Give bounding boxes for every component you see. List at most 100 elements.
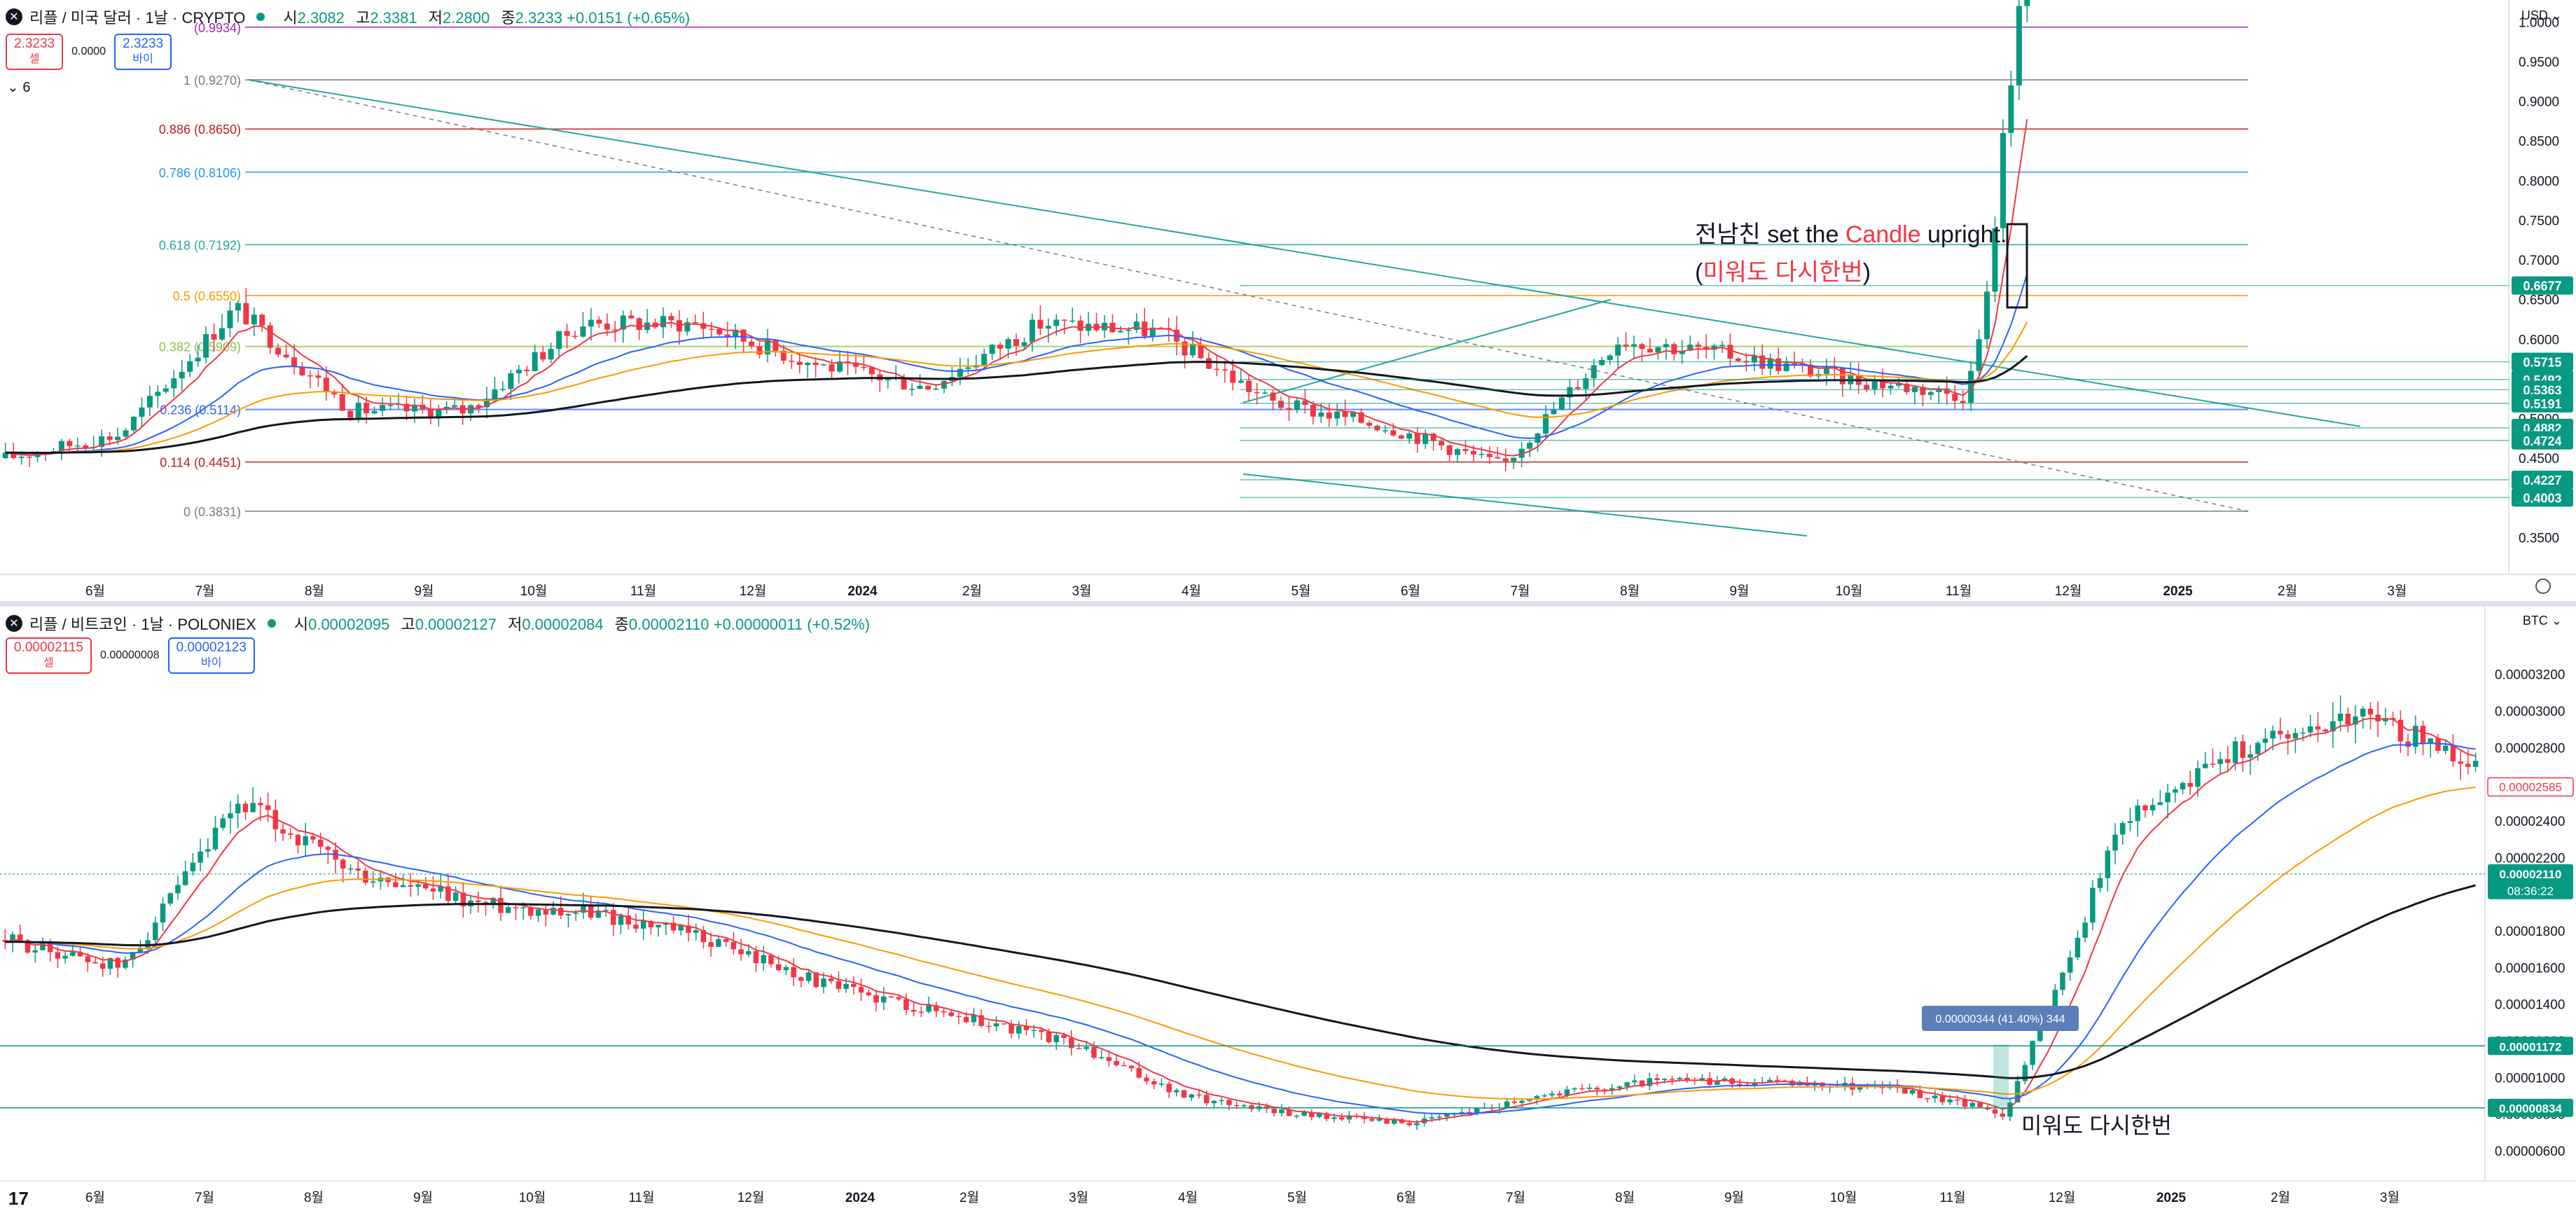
candle-body: [933, 388, 939, 390]
candle-body: [445, 886, 451, 901]
candle-body: [1624, 1082, 1630, 1087]
pane-divider[interactable]: [0, 601, 2576, 607]
candle-body: [2458, 761, 2463, 764]
bottom-symbol-title[interactable]: 리플 / 비트코인 · 1날 · POLONIEX: [29, 616, 256, 633]
candle-body: [595, 911, 602, 918]
candle-body: [1551, 409, 1557, 415]
candle-body: [2014, 1081, 2021, 1102]
spread-value: 0.0000: [71, 46, 106, 57]
top-symbol-title[interactable]: 리플 / 미국 달러 · 1날 · CRYPTO: [29, 9, 246, 27]
candle-body: [2082, 922, 2088, 938]
candle-body: [1369, 1119, 1375, 1121]
moving-average-line: [5, 884, 2476, 1079]
candle-body: [1133, 321, 1140, 330]
sell-button[interactable]: 2.3233 셀: [6, 34, 64, 70]
x-tick-label: 6월: [85, 583, 105, 599]
candle-body: [684, 321, 691, 332]
y-tick-label: 0.00001400: [2495, 998, 2565, 1013]
candle-body: [1382, 430, 1388, 431]
candle-body: [1542, 414, 1549, 434]
candle-body: [716, 328, 723, 335]
candle-body: [540, 352, 546, 360]
bottom-chart-pane[interactable]: 0.000032000.000030000.000028000.00002600…: [0, 607, 2576, 1207]
ohlc-high: 2.3381: [370, 9, 417, 27]
x-tick-label: 11월: [628, 1190, 654, 1205]
candle-body: [1439, 441, 1445, 445]
candle-body: [1211, 1100, 1217, 1104]
bottom-currency-select[interactable]: BTC ⌄: [2522, 614, 2562, 628]
candle-body: [1406, 433, 1413, 439]
candle-body: [1016, 1026, 1022, 1034]
candle-body: [1591, 365, 1597, 379]
candle-body: [558, 908, 564, 916]
candle-body: [2000, 132, 2006, 228]
candle-body: [1932, 1095, 1938, 1099]
candle-body: [532, 352, 538, 371]
candle-body: [1671, 344, 1677, 354]
candle-body: [99, 963, 106, 969]
candle-body: [323, 378, 329, 392]
bottom-chart-canvas[interactable]: 0.000032000.000030000.000028000.00002600…: [0, 607, 2576, 1207]
candle-body: [250, 803, 256, 812]
candle-body: [123, 430, 129, 437]
candle-body: [2007, 1102, 2013, 1117]
candle-body: [137, 947, 144, 953]
candle-body: [1136, 1068, 1142, 1078]
x-tick-label: 8월: [305, 583, 324, 599]
buy-button[interactable]: 2.3233 바이: [114, 34, 172, 70]
candle-body: [821, 364, 827, 366]
candle-body: [843, 983, 849, 989]
candle-body: [190, 862, 196, 871]
x-tick-label: 9월: [413, 1190, 433, 1205]
candle-body: [267, 325, 273, 348]
tradingview-logo[interactable]: 17: [8, 1188, 29, 1209]
candle-body: [483, 399, 490, 408]
candle-body: [1459, 1112, 1465, 1114]
candle-body: [604, 323, 610, 330]
candle-body: [1983, 291, 1990, 340]
y-tick-label: 0.6000: [2519, 333, 2559, 347]
candle-body: [861, 366, 867, 368]
candle-body: [2135, 805, 2140, 822]
candle-body: [1864, 385, 1870, 389]
candle-body: [2024, 0, 2030, 6]
settings-icon[interactable]: [2535, 579, 2551, 594]
candle-body: [47, 942, 53, 953]
candle-body: [1567, 387, 1573, 398]
ma-value-label: 0.00002585: [2499, 781, 2562, 794]
candle-body: [411, 404, 417, 412]
fib-level-label: 0.618 (0.7192): [159, 238, 241, 252]
candle-body: [2292, 733, 2299, 739]
candle-body: [1767, 358, 1773, 369]
candle-body: [1719, 345, 1726, 346]
candle-body: [203, 334, 209, 358]
candle-body: [2450, 745, 2456, 762]
candle-body: [146, 396, 153, 408]
top-chart-pane[interactable]: (0.9934) 1 (0.9270) 0.886 (0.8650) 0.786 (0…: [0, 0, 2576, 602]
candle-body: [1599, 359, 1605, 366]
candle-body: [1376, 1119, 1383, 1121]
top-chart-canvas[interactable]: (0.9934) 1 (0.9270) 0.886 (0.8650) 0.786 (0…: [0, 0, 2576, 602]
candle-body: [1061, 1034, 1067, 1038]
x-tick-label: 7월: [1510, 583, 1530, 599]
candle-body: [2413, 726, 2418, 747]
candle-body: [1262, 392, 1268, 394]
buy-button[interactable]: 0.00002123 바이: [167, 637, 255, 674]
candle-body: [243, 303, 249, 325]
y-tick-label: 1.0000: [2519, 15, 2559, 30]
candle-body: [1895, 383, 1902, 386]
x-tick-label: 12월: [2055, 583, 2082, 599]
sell-button[interactable]: 0.00002115 셀: [6, 637, 92, 674]
candle-body: [179, 371, 185, 379]
candle-body: [2157, 802, 2163, 805]
candle-body: [2016, 6, 2022, 85]
top-currency-select[interactable]: USD ⌄: [2521, 8, 2562, 22]
candle-body: [1302, 400, 1308, 406]
trend-line: [1242, 298, 1612, 403]
indicators-collapse-toggle[interactable]: ⌄ 6: [7, 80, 31, 95]
candle-body: [2202, 763, 2208, 768]
candle-body: [2443, 745, 2449, 752]
x-tick-label: 12월: [740, 583, 767, 599]
candle-body: [107, 957, 113, 969]
candle-body: [1534, 1095, 1540, 1100]
